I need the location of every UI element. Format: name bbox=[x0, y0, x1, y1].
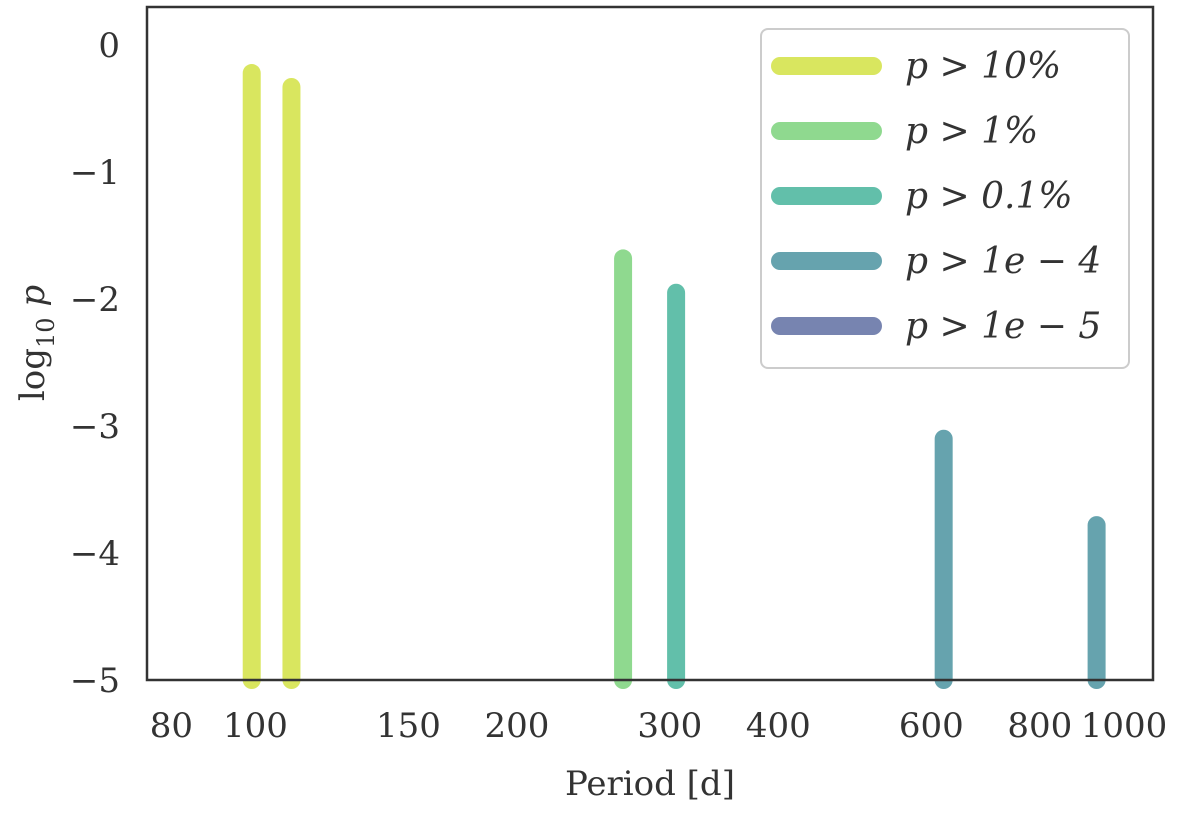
x-axis-label: Period [d] bbox=[565, 764, 735, 804]
legend-label: p > 10% bbox=[905, 46, 1061, 87]
x-tick-label: 150 bbox=[376, 706, 441, 746]
legend-label: p > 1% bbox=[905, 111, 1038, 152]
y-tick-label: 0 bbox=[98, 26, 120, 66]
y-tick-label: −2 bbox=[70, 280, 120, 320]
y-axis-label: log10 p bbox=[13, 285, 60, 401]
legend-frame bbox=[760, 28, 1130, 369]
x-tick-label: 80 bbox=[150, 706, 193, 746]
legend-items: p > 10% p > 1% p > 0.1% p > 1e − 4 p > 1e − … bbox=[771, 46, 1101, 347]
legend: p > 10% p > 1% p > 0.1% p > 1e − 4 p > 1e − … bbox=[760, 28, 1130, 369]
x-tick-labels: 80 100 150 200 300 400 600 800 1000 bbox=[150, 706, 1168, 746]
y-tick-labels: 0 −1 −2 −3 −4 −5 bbox=[70, 26, 120, 701]
x-tick-label: 600 bbox=[899, 706, 964, 746]
y-tick-label: −4 bbox=[70, 534, 120, 574]
x-tick-label: 400 bbox=[746, 706, 811, 746]
x-tick-label: 100 bbox=[223, 706, 288, 746]
y-tick-label: −5 bbox=[70, 661, 120, 701]
y-tick-label: −1 bbox=[70, 153, 120, 193]
bars-layer bbox=[242, 64, 1106, 689]
x-tick-label: 200 bbox=[484, 706, 549, 746]
x-tick-label: 800 bbox=[1007, 706, 1072, 746]
legend-label: p > 1e − 5 bbox=[905, 306, 1101, 347]
legend-label: p > 1e − 4 bbox=[905, 241, 1101, 282]
x-tick-label: 300 bbox=[637, 706, 702, 746]
legend-label: p > 0.1% bbox=[905, 176, 1073, 217]
y-tick-label: −3 bbox=[70, 407, 120, 447]
plot-frame bbox=[145, 5, 1155, 682]
x-tick-label: 1000 bbox=[1081, 706, 1168, 746]
